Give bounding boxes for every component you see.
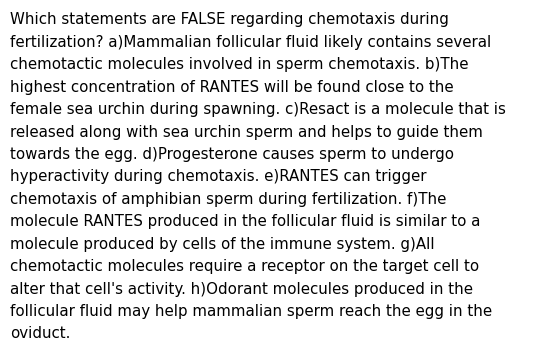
Text: molecule RANTES produced in the follicular fluid is similar to a: molecule RANTES produced in the follicul…	[10, 214, 480, 229]
Text: chemotactic molecules require a receptor on the target cell to: chemotactic molecules require a receptor…	[10, 259, 479, 274]
Text: molecule produced by cells of the immune system. g)All: molecule produced by cells of the immune…	[10, 237, 435, 252]
Text: oviduct.: oviduct.	[10, 326, 70, 341]
Text: fertilization? a)Mammalian follicular fluid likely contains several: fertilization? a)Mammalian follicular fl…	[10, 35, 491, 50]
Text: highest concentration of RANTES will be found close to the: highest concentration of RANTES will be …	[10, 80, 454, 95]
Text: alter that cell's activity. h)Odorant molecules produced in the: alter that cell's activity. h)Odorant mo…	[10, 282, 473, 297]
Text: released along with sea urchin sperm and helps to guide them: released along with sea urchin sperm and…	[10, 125, 483, 140]
Text: Which statements are FALSE regarding chemotaxis during: Which statements are FALSE regarding che…	[10, 12, 449, 27]
Text: hyperactivity during chemotaxis. e)RANTES can trigger: hyperactivity during chemotaxis. e)RANTE…	[10, 169, 426, 184]
Text: chemotactic molecules involved in sperm chemotaxis. b)The: chemotactic molecules involved in sperm …	[10, 57, 469, 72]
Text: follicular fluid may help mammalian sperm reach the egg in the: follicular fluid may help mammalian sper…	[10, 304, 492, 319]
Text: chemotaxis of amphibian sperm during fertilization. f)The: chemotaxis of amphibian sperm during fer…	[10, 192, 446, 207]
Text: towards the egg. d)Progesterone causes sperm to undergo: towards the egg. d)Progesterone causes s…	[10, 147, 454, 162]
Text: female sea urchin during spawning. c)Resact is a molecule that is: female sea urchin during spawning. c)Res…	[10, 102, 506, 117]
